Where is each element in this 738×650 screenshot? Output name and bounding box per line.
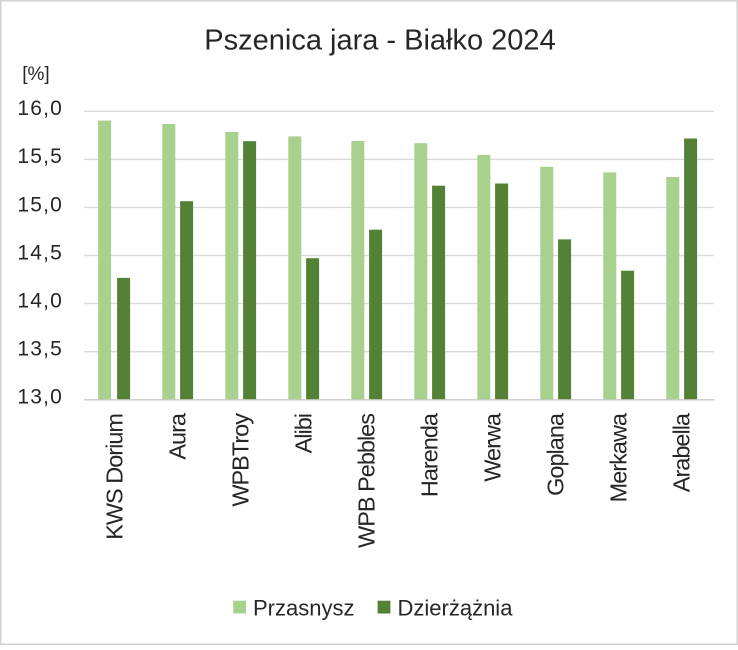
svg-text:WPB Pebbles: WPB Pebbles	[354, 414, 380, 548]
svg-text:Arabella: Arabella	[669, 412, 695, 492]
svg-text:14,5: 14,5	[17, 241, 63, 264]
svg-text:Merkawa: Merkawa	[606, 412, 632, 502]
svg-text:Aura: Aura	[165, 412, 191, 460]
svg-text:WPBTroy: WPBTroy	[228, 413, 254, 507]
svg-text:16,0: 16,0	[17, 97, 63, 120]
svg-text:[%]: [%]	[22, 64, 49, 85]
svg-text:Dzierżążnia: Dzierżążnia	[398, 595, 514, 620]
svg-text:15,0: 15,0	[17, 193, 63, 216]
svg-text:13,0: 13,0	[17, 386, 63, 409]
svg-text:14,0: 14,0	[17, 289, 63, 312]
svg-text:Pszenica jara - Białko 2024: Pszenica jara - Białko 2024	[204, 25, 555, 57]
svg-text:Harenda: Harenda	[417, 412, 443, 497]
svg-text:Werwa: Werwa	[480, 412, 506, 482]
svg-text:Alibi: Alibi	[291, 414, 317, 453]
svg-text:Przasnysz: Przasnysz	[253, 595, 354, 620]
svg-text:KWS Dorium: KWS Dorium	[102, 414, 128, 540]
svg-text:13,5: 13,5	[17, 338, 63, 361]
svg-text:15,5: 15,5	[17, 145, 63, 168]
svg-text:Goplana: Goplana	[543, 412, 569, 496]
